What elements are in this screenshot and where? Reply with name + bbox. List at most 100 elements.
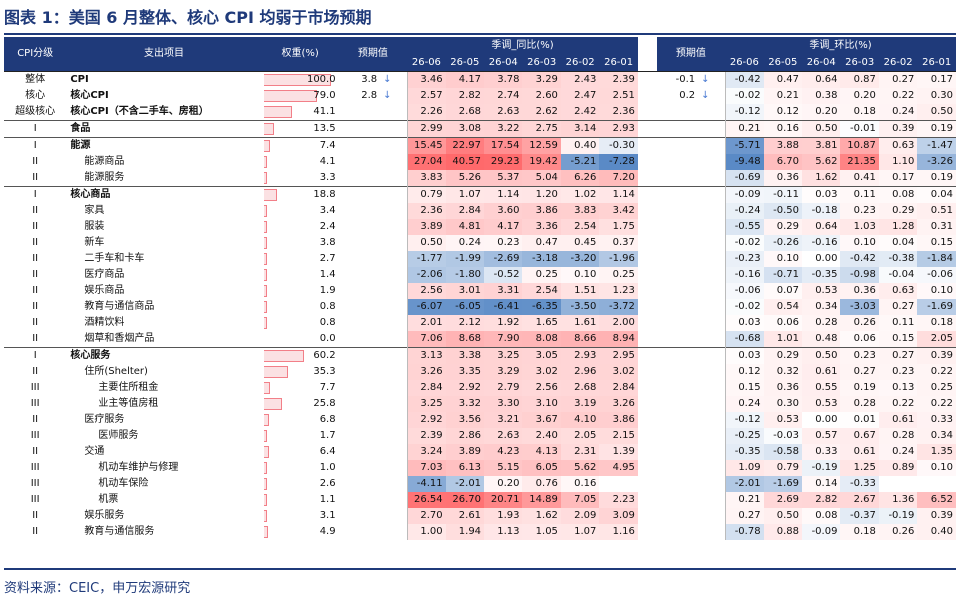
mom-value: 0.30 <box>763 396 803 412</box>
weight-cell: 1.7 <box>262 428 339 444</box>
yoy-value: 4.17 <box>484 219 523 235</box>
yoy-value: 2.23 <box>599 492 638 508</box>
item-name: 核心商品 <box>66 186 262 203</box>
forecast-yoy <box>338 137 381 154</box>
mom-value: 0.79 <box>763 460 803 476</box>
yoy-value: 1.07 <box>445 186 485 203</box>
weight-bar <box>263 366 288 378</box>
mom-value: -0.11 <box>763 186 803 203</box>
header-forecast-mom: 预期值 <box>656 37 726 72</box>
mom-value: 0.39 <box>917 347 956 364</box>
item-name: 教育与通信服务 <box>84 526 155 537</box>
arrow-cell <box>380 524 407 540</box>
forecast-mom <box>657 396 699 412</box>
yoy-value: 3.86 <box>522 203 561 219</box>
weight-value: 18.8 <box>313 189 336 200</box>
arrow-cell <box>380 460 407 476</box>
item-name: 机票 <box>98 494 119 505</box>
yoy-value: 12.59 <box>522 137 561 154</box>
yoy-value: 2.15 <box>599 428 638 444</box>
header-yoy-group: 季调_同比(%) <box>407 37 638 55</box>
mom-value: -0.24 <box>724 203 764 219</box>
yoy-value: 0.50 <box>406 235 446 251</box>
yoy-value: 6.13 <box>445 460 485 476</box>
mom-value: 2.69 <box>763 492 803 508</box>
yoy-value: 0.47 <box>522 235 561 251</box>
yoy-value: 2.31 <box>560 444 600 460</box>
table-row: I 能源 7.4 15.45 22.97 17.54 12.59 0.40 -0.30 -5.71… <box>4 137 956 154</box>
arrow-cell <box>698 251 725 267</box>
weight-cell: 25.8 <box>262 396 339 412</box>
forecast-yoy <box>339 380 381 396</box>
table-row: III 医师服务 1.7 2.39 2.86 2.63 2.40 2.05 2.15 -0.25-… <box>4 428 956 444</box>
yoy-value: 7.03 <box>406 460 446 476</box>
yoy-value: 3.08 <box>445 120 485 138</box>
item-name: 娱乐服务 <box>84 510 125 521</box>
mom-value: 0.10 <box>763 251 803 267</box>
mom-value: -0.42 <box>840 251 879 267</box>
cpi-level: II <box>32 301 39 312</box>
yoy-value: 3.78 <box>484 71 523 88</box>
cpi-level: II <box>32 285 39 296</box>
item-name: 食品 <box>66 120 262 138</box>
forecast-yoy <box>339 154 381 170</box>
mom-value: 0.18 <box>840 524 879 540</box>
yoy-value: 2.40 <box>522 428 561 444</box>
mom-value: 0.17 <box>917 71 956 88</box>
mom-value: 2.67 <box>840 492 879 508</box>
mom-value: 0.40 <box>917 524 956 540</box>
weight-value: 0.0 <box>319 333 336 344</box>
yoy-value: 2.09 <box>560 508 600 524</box>
down-arrow-icon: ↓ <box>698 71 726 88</box>
arrow-cell <box>698 331 725 348</box>
weight-cell: 3.4 <box>262 203 339 219</box>
column-spacer <box>637 315 657 331</box>
mom-value: 0.15 <box>878 331 918 348</box>
mom-value: 1.01 <box>763 331 803 348</box>
mom-value: 0.26 <box>840 315 879 331</box>
column-spacer <box>637 186 657 203</box>
forecast-yoy <box>338 186 381 203</box>
yoy-value: 4.17 <box>445 71 485 88</box>
forecast-yoy <box>339 331 381 348</box>
footer-divider <box>4 568 956 570</box>
arrow-cell <box>380 203 407 219</box>
weight-cell: 41.1 <box>262 104 339 121</box>
yoy-value: 2.86 <box>445 428 485 444</box>
mom-value: 0.00 <box>802 412 841 428</box>
yoy-value: 4.95 <box>599 460 638 476</box>
weight-cell: 6.8 <box>262 412 339 428</box>
arrow-cell <box>380 331 407 348</box>
yoy-value: 3.86 <box>599 412 638 428</box>
mom-value: 0.50 <box>802 347 841 364</box>
column-spacer <box>637 137 657 154</box>
mom-value: -0.06 <box>917 267 956 283</box>
header-yoy-month: 26-06 <box>407 55 446 72</box>
weight-value: 1.1 <box>319 494 336 505</box>
arrow-cell <box>698 347 726 364</box>
mom-value <box>917 476 956 492</box>
mom-value: -0.09 <box>724 186 764 203</box>
table-row: II 新车 3.8 0.50 0.24 0.23 0.47 0.45 0.37 -0.02 -0.2… <box>4 235 956 251</box>
yoy-value: 3.32 <box>445 396 485 412</box>
cpi-level: III <box>30 462 40 473</box>
table-row: III 机票 1.1 26.54 26.70 20.71 14.89 7.05 2.23 0.21… <box>4 492 956 508</box>
mom-value: 0.26 <box>878 524 918 540</box>
mom-value: 0.53 <box>802 283 841 299</box>
item-name: 核心CPI <box>70 90 109 101</box>
yoy-value: 2.54 <box>522 283 561 299</box>
arrow-cell <box>380 137 408 154</box>
weight-value: 4.1 <box>319 156 336 167</box>
yoy-value: -6.35 <box>522 299 561 315</box>
cpi-level: III <box>30 494 40 505</box>
column-spacer <box>637 347 657 364</box>
yoy-value: -1.99 <box>445 251 485 267</box>
mom-value: 0.28 <box>840 396 879 412</box>
weight-value: 3.8 <box>319 237 336 248</box>
weight-value: 79.0 <box>313 90 336 101</box>
weight-cell: 35.3 <box>262 364 339 380</box>
weight-bar <box>263 430 267 442</box>
weight-value: 6.8 <box>319 414 336 425</box>
yoy-value: -4.11 <box>406 476 446 492</box>
mom-value: 0.11 <box>840 186 879 203</box>
